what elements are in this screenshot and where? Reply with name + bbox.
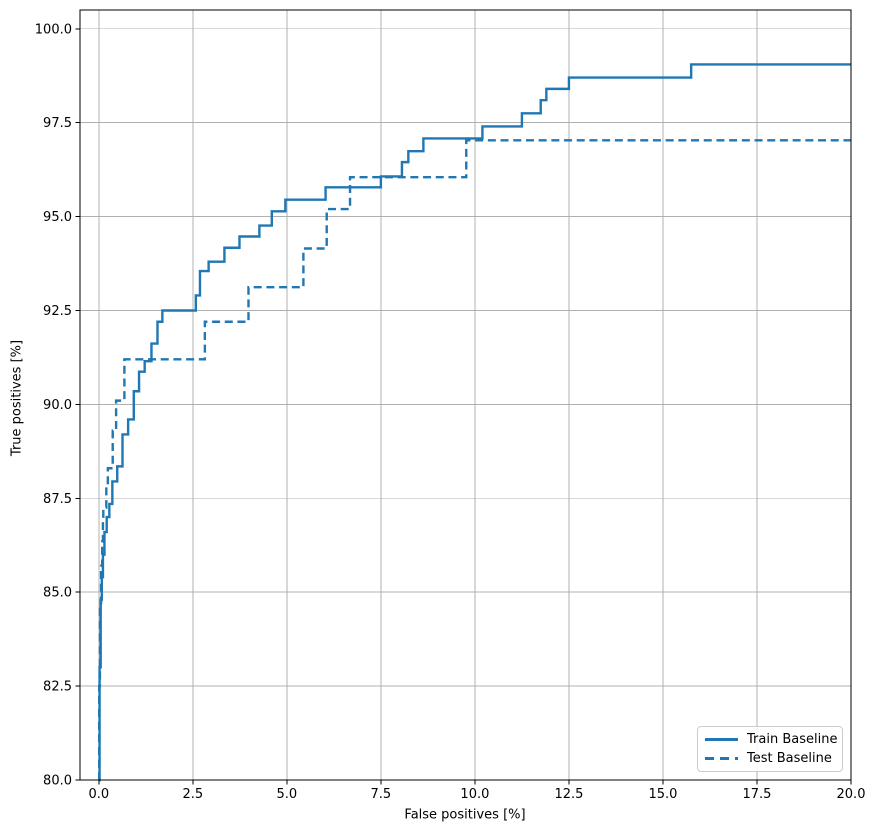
x-axis-label: False positives [%] <box>404 807 526 823</box>
y-tick-label: 92.5 <box>43 304 72 319</box>
legend-item-train: Train Baseline <box>705 732 838 748</box>
y-tick-label: 82.5 <box>43 680 72 695</box>
x-tick-label: 10.0 <box>460 787 489 802</box>
y-tick-label: 80.0 <box>43 774 72 789</box>
series-path-test-baseline <box>97 139 851 782</box>
y-tick-label: 95.0 <box>43 210 72 225</box>
legend-label-train: Train Baseline <box>747 732 838 748</box>
x-tick-label: 12.5 <box>554 787 583 802</box>
y-tick-label: 87.5 <box>43 492 72 507</box>
plot-frame <box>79 9 852 781</box>
legend-sample-dashed-line <box>705 756 738 760</box>
y-axis-label: True positives [%] <box>9 339 25 457</box>
x-tick-label: 17.5 <box>742 787 771 802</box>
legend-item-test: Test Baseline <box>705 751 835 766</box>
y-tick-label: 97.5 <box>43 116 72 131</box>
y-tick-label: 90.0 <box>43 398 72 413</box>
x-tick-label: 5.0 <box>277 787 298 802</box>
legend-sample-solid-line <box>705 738 738 742</box>
x-tick-label: 2.5 <box>182 787 203 802</box>
x-tick-label: 7.5 <box>371 787 392 802</box>
x-tick-label: 15.0 <box>648 787 677 802</box>
series-path-train-baseline <box>98 63 851 782</box>
x-tick-label: 0.0 <box>88 787 109 802</box>
x-tick-label: 20.0 <box>837 787 866 802</box>
legend: Train Baseline Test Baseline <box>697 726 843 772</box>
legend-label-test: Test Baseline <box>747 750 832 766</box>
y-tick-label: 85.0 <box>43 586 72 601</box>
y-tick-label: 100.0 <box>35 22 72 37</box>
